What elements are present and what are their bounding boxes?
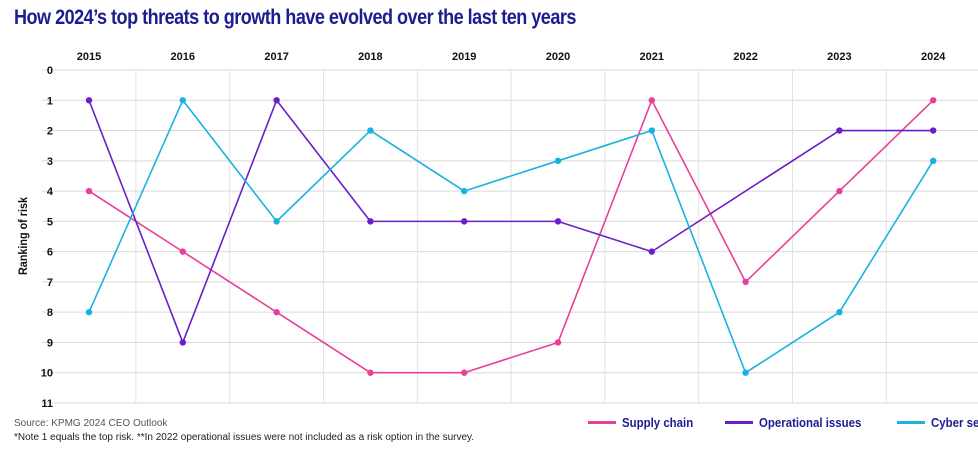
- data-point: [461, 369, 468, 376]
- data-point: [836, 308, 843, 316]
- data-point: [554, 218, 562, 225]
- footnote: *Note 1 equals the top risk. **In 2022 o…: [14, 432, 475, 443]
- data-point: [930, 97, 937, 104]
- grid-layer: [42, 69, 978, 404]
- y-tick-label: 0: [47, 65, 53, 77]
- y-tick-label: 8: [47, 307, 53, 319]
- data-point: [85, 308, 93, 316]
- series-line-cyber-security: [88, 99, 934, 374]
- x-tick-label: 2023: [827, 51, 851, 63]
- series-line-supply-chain: [88, 99, 934, 374]
- data-point: [273, 218, 280, 225]
- data-point: [273, 97, 280, 104]
- y-tick-label: 11: [41, 398, 53, 410]
- legend-item: Cyber security: [897, 415, 978, 430]
- x-tick-label: 2019: [452, 51, 476, 63]
- legend-swatch: [897, 421, 926, 424]
- y-tick-labels: 0 1 2 3 4 5 6 7 8 9 10 11: [41, 65, 54, 410]
- data-point: [930, 157, 937, 165]
- legend-item: Supply chain: [588, 415, 703, 430]
- data-point: [179, 339, 186, 346]
- data-point: [742, 369, 749, 376]
- chart-title: How 2024’s top threats to growth have ev…: [14, 6, 576, 29]
- x-tick-label: 2018: [358, 51, 382, 63]
- data-point: [367, 369, 374, 376]
- data-point: [648, 127, 655, 134]
- data-point: [273, 308, 280, 316]
- data-point: [836, 127, 843, 134]
- y-tick-label: 5: [47, 216, 53, 228]
- x-tick-label: 2020: [546, 51, 570, 63]
- data-point: [367, 127, 374, 134]
- data-point: [648, 248, 655, 255]
- chart-legend: Supply chain Operational issues Cyber secu…: [588, 415, 978, 430]
- legend-label: Cyber security: [931, 415, 978, 430]
- y-tick-label: 7: [47, 277, 53, 289]
- data-point: [85, 97, 93, 104]
- data-point: [179, 248, 186, 255]
- legend-item: Operational issues: [724, 415, 875, 430]
- data-point: [461, 187, 468, 195]
- y-axis-label: Ranking of risk: [18, 196, 31, 275]
- x-tick-label: 2024: [921, 51, 946, 63]
- source-note: Source: KPMG 2024 CEO Outlook: [14, 418, 168, 429]
- data-point: [930, 127, 937, 134]
- legend-swatch: [588, 421, 616, 424]
- series-layer: [85, 97, 937, 376]
- series-operational-issues: [85, 97, 937, 346]
- data-point: [836, 187, 843, 195]
- x-tick-label: 2015: [77, 51, 101, 63]
- data-point: [179, 97, 186, 104]
- y-tick-label: 3: [47, 156, 53, 168]
- data-point: [648, 97, 655, 104]
- legend-label: Operational issues: [758, 415, 862, 430]
- y-tick-label: 2: [47, 126, 53, 138]
- x-tick-label: 2022: [733, 51, 757, 63]
- y-tick-label: 4: [47, 186, 54, 198]
- x-tick-label: 2016: [171, 51, 195, 63]
- y-tick-label: 9: [47, 337, 53, 349]
- x-tick-labels: 2015 2016 2017 2018 2019 2020 2021 2022 2023 2024: [77, 51, 947, 63]
- data-point: [554, 339, 562, 346]
- data-point: [461, 218, 468, 225]
- data-point: [554, 157, 562, 165]
- data-point: [85, 187, 93, 195]
- data-point: [742, 278, 749, 286]
- y-tick-label: 1: [47, 95, 53, 107]
- y-tick-label: 6: [47, 247, 53, 259]
- legend-swatch: [724, 421, 753, 424]
- data-point: [367, 218, 374, 225]
- legend-label: Supply chain: [622, 415, 694, 430]
- x-tick-label: 2017: [264, 51, 288, 63]
- x-tick-label: 2021: [640, 51, 664, 63]
- series-cyber-security: [85, 97, 937, 376]
- series-supply-chain: [85, 97, 937, 376]
- y-tick-label: 10: [41, 368, 53, 380]
